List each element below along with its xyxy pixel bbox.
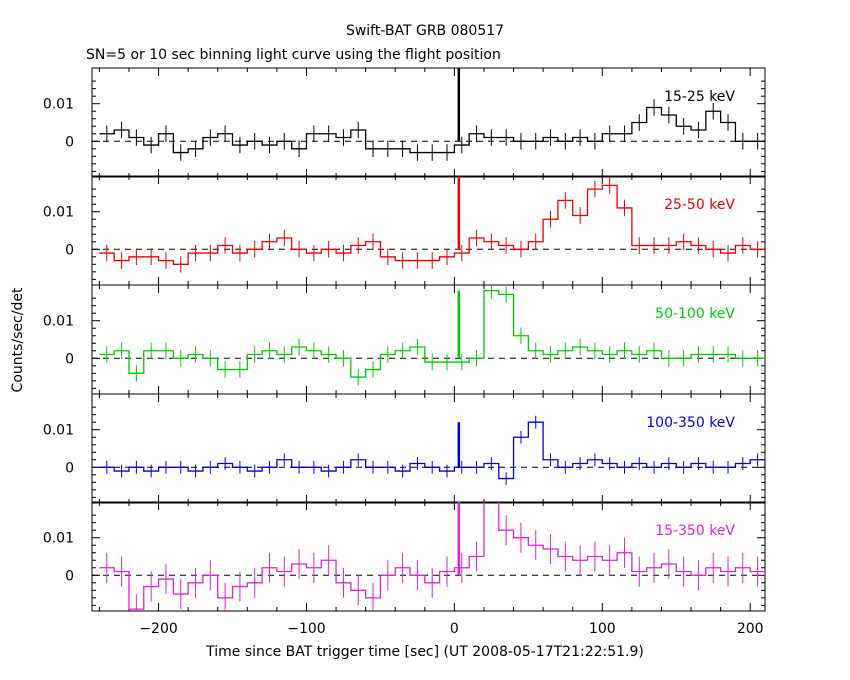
y-tick-label: 0.01	[43, 205, 74, 221]
x-tick-label: 100	[589, 621, 616, 637]
y-tick-label: 0	[65, 134, 74, 150]
series-3	[99, 285, 765, 386]
x-tick-label: 0	[450, 621, 459, 637]
panel-4: 0 0.01 100-350 keV	[43, 393, 766, 504]
step-line	[99, 106, 765, 154]
x-tick-label: −100	[287, 621, 325, 637]
panel-3: 0 0.01 50-100 keV	[43, 284, 766, 395]
panel-frame	[91, 175, 766, 286]
panel-energy-label: 25-50 keV	[664, 197, 735, 213]
y-axis-label: Counts/sec/det	[10, 287, 26, 392]
step-line	[99, 289, 765, 378]
x-tick-label: 200	[737, 621, 764, 637]
x-tick-label: −200	[139, 621, 177, 637]
panel-5: 0 0.01 15-350 keV	[43, 501, 766, 612]
chart-title: Swift-BAT GRB 080517	[346, 23, 504, 39]
panel-frame	[91, 393, 766, 504]
panel-energy-label: 100-350 keV	[646, 415, 735, 431]
y-tick-label: 0.01	[43, 314, 74, 330]
panel-frame	[91, 501, 766, 612]
y-tick-label: 0	[65, 460, 74, 476]
series-4	[99, 415, 765, 485]
step-line	[99, 502, 765, 610]
chart-subtitle: SN=5 or 10 sec binning light curve using…	[86, 47, 501, 63]
y-tick-label: 0.01	[43, 531, 74, 547]
panel-energy-label: 15-350 keV	[655, 523, 735, 539]
y-tick-label: 0.01	[43, 423, 74, 439]
panel-energy-label: 50-100 keV	[655, 306, 735, 322]
series-5	[99, 502, 765, 611]
panel-frame	[91, 67, 766, 178]
panel-energy-label: 15-25 keV	[664, 89, 735, 105]
x-axis-label: Time since BAT trigger time [sec] (UT 20…	[205, 644, 644, 660]
step-line	[99, 421, 765, 480]
series-2	[99, 177, 765, 273]
y-tick-label: 0	[65, 568, 74, 584]
y-tick-label: 0	[65, 351, 74, 367]
series-1	[99, 68, 765, 161]
y-tick-label: 0.01	[43, 97, 74, 113]
panel-frame	[91, 284, 766, 395]
step-line	[99, 184, 765, 265]
panel-2: 0 0.01 25-50 keV	[43, 175, 766, 286]
y-tick-label: 0	[65, 242, 74, 258]
panel-1: 0 0.01 15-25 keV	[43, 67, 766, 178]
